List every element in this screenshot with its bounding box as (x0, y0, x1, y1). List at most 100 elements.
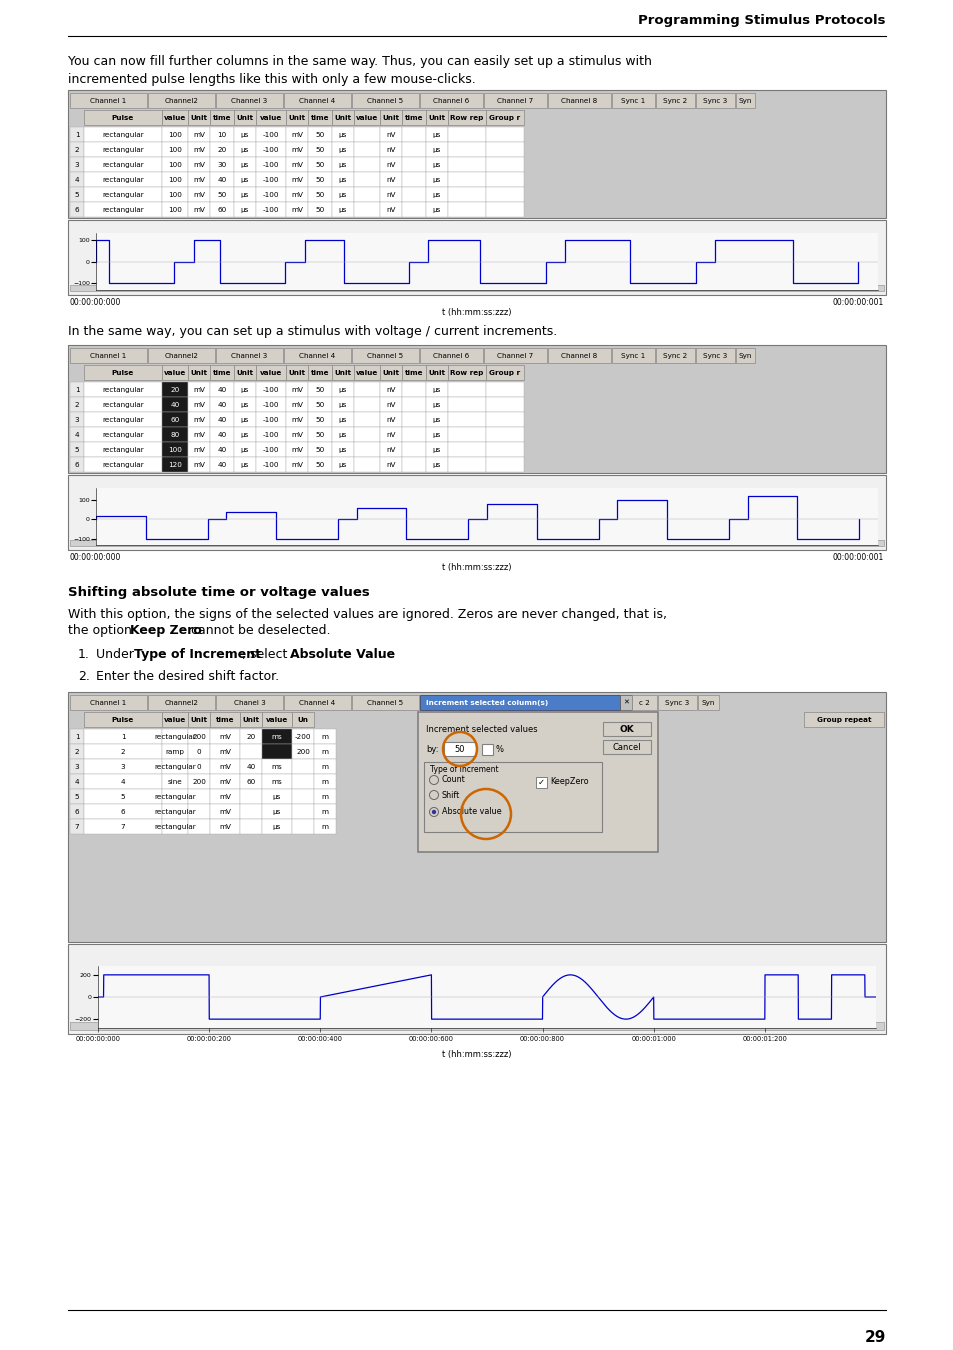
Bar (262, 774, 292, 788)
Text: nV: nV (386, 462, 395, 468)
Bar (233, 202, 255, 217)
Bar (485, 397, 523, 412)
Bar (162, 774, 188, 788)
Text: μs: μs (433, 162, 440, 167)
Bar (547, 348, 610, 363)
Text: 50: 50 (315, 207, 324, 213)
Text: 30: 30 (217, 162, 227, 167)
Text: 80: 80 (171, 432, 179, 437)
Text: μs: μs (433, 432, 440, 437)
Bar (215, 348, 283, 363)
Bar (354, 364, 379, 379)
Bar (233, 171, 255, 188)
Bar (162, 427, 188, 441)
Text: μs: μs (273, 794, 281, 801)
Text: 50: 50 (315, 432, 324, 437)
Bar (188, 759, 210, 774)
Text: Unit: Unit (236, 115, 253, 122)
Text: time: time (404, 370, 423, 377)
Text: μs: μs (338, 447, 347, 454)
Bar (210, 382, 233, 397)
Bar (240, 805, 262, 819)
Bar (162, 109, 188, 126)
Bar (84, 188, 162, 202)
Bar (240, 819, 262, 834)
Text: rectangular: rectangular (154, 734, 195, 740)
Text: nV: nV (386, 402, 395, 408)
Bar (210, 109, 233, 126)
Bar (332, 142, 354, 157)
Bar (70, 1022, 883, 1030)
Text: mV: mV (193, 207, 205, 213)
Bar (70, 774, 84, 788)
Bar (292, 774, 314, 788)
Text: Unit: Unit (236, 370, 253, 377)
Bar (417, 711, 658, 852)
Text: 100: 100 (168, 132, 182, 138)
Bar (162, 202, 188, 217)
Text: 100: 100 (168, 207, 182, 213)
Bar (656, 93, 695, 108)
Bar (448, 364, 485, 379)
Bar (210, 188, 233, 202)
Bar (332, 109, 354, 126)
Text: 1: 1 (74, 132, 79, 138)
Text: μs: μs (338, 177, 347, 184)
Text: m: m (321, 779, 328, 784)
Text: 50: 50 (315, 417, 324, 423)
Bar (210, 819, 240, 834)
Bar (188, 788, 210, 805)
Text: mV: mV (291, 162, 303, 167)
Bar (485, 142, 523, 157)
Text: rectangular: rectangular (102, 207, 144, 213)
Bar (286, 364, 308, 379)
Bar (696, 93, 734, 108)
Text: Programming Stimulus Protocols: Programming Stimulus Protocols (638, 14, 885, 27)
Text: μs: μs (240, 387, 249, 393)
Text: mV: mV (193, 132, 205, 138)
Bar (255, 397, 286, 412)
Text: Channel 7: Channel 7 (497, 99, 533, 104)
Bar (262, 729, 292, 744)
Text: 4: 4 (74, 432, 79, 437)
Text: nV: nV (386, 447, 395, 454)
Bar (332, 157, 354, 171)
Text: Sync 2: Sync 2 (662, 352, 687, 359)
Bar (240, 729, 262, 744)
Bar (188, 364, 210, 379)
Bar (602, 740, 650, 755)
Text: 2: 2 (121, 749, 125, 755)
Text: Row rep: Row rep (450, 370, 483, 377)
Bar (233, 427, 255, 441)
Text: mV: mV (291, 207, 303, 213)
Bar (602, 722, 650, 736)
Bar (426, 364, 448, 379)
Text: mV: mV (291, 192, 303, 198)
Text: μs: μs (338, 462, 347, 468)
Text: Channel 4: Channel 4 (299, 701, 335, 706)
Bar (286, 157, 308, 171)
Bar (426, 188, 448, 202)
Bar (233, 458, 255, 472)
Text: nV: nV (386, 162, 395, 167)
Text: time: time (404, 115, 423, 122)
Text: Channel2: Channel2 (164, 701, 198, 706)
Bar (286, 441, 308, 458)
Bar (308, 142, 332, 157)
Text: .: . (377, 648, 381, 662)
Bar (262, 759, 292, 774)
Text: 00:00:00:200: 00:00:00:200 (187, 1035, 232, 1042)
Text: mV: mV (193, 147, 205, 153)
Text: rectangular: rectangular (102, 147, 144, 153)
Text: rectangular: rectangular (102, 402, 144, 408)
Text: In the same way, you can set up a stimulus with voltage / current increments.: In the same way, you can set up a stimul… (68, 325, 557, 338)
Bar (485, 382, 523, 397)
Text: 00:00:00:001: 00:00:00:001 (832, 554, 883, 562)
Text: -100: -100 (262, 132, 279, 138)
Text: μs: μs (433, 387, 440, 393)
Bar (314, 774, 335, 788)
Text: value: value (266, 717, 288, 724)
Bar (292, 744, 314, 759)
Circle shape (429, 807, 438, 817)
Text: Unit: Unit (428, 115, 445, 122)
